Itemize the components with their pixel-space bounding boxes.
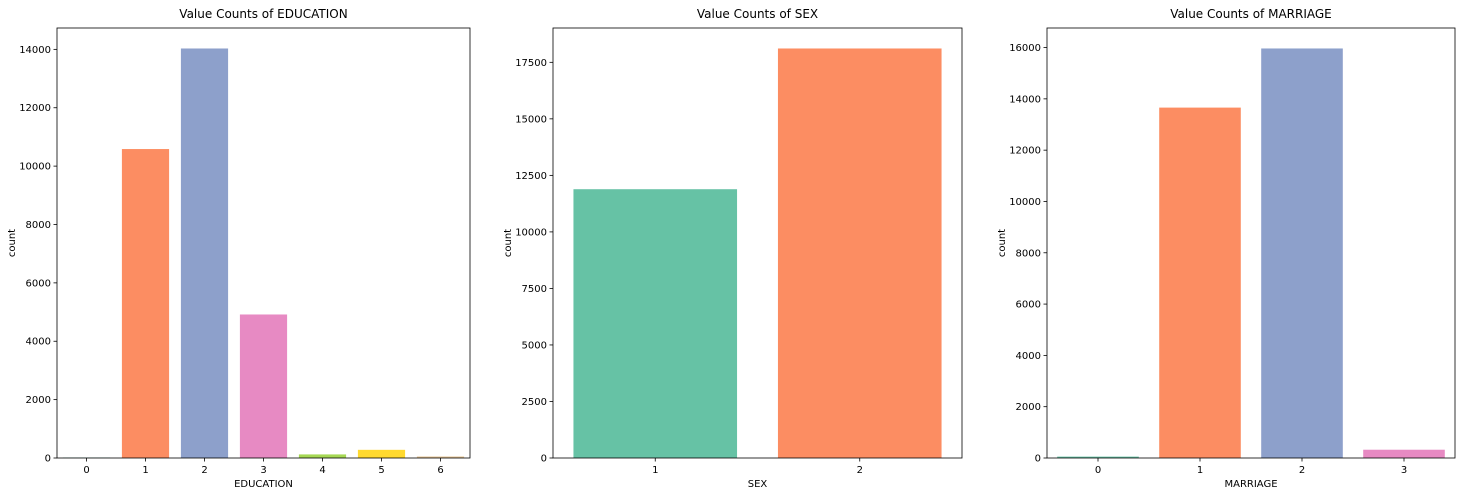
y-tick-label: 4000 (26, 337, 51, 348)
x-tick-label: 0 (1095, 465, 1101, 476)
y-tick-label: 6000 (26, 278, 51, 289)
x-tick-label: 5 (378, 465, 384, 476)
x-tick-label: 2 (857, 465, 863, 476)
y-tick-label: 0 (1035, 454, 1041, 465)
y-tick-label: 15000 (515, 114, 547, 125)
y-tick-label: 0 (541, 454, 547, 465)
y-tick-label: 14000 (19, 45, 51, 56)
y-tick-label: 10000 (1009, 197, 1041, 208)
y-tick-label: 2000 (26, 395, 51, 406)
y-tick-label: 0 (45, 454, 51, 465)
axes-frame (1046, 27, 1456, 459)
y-tick-label: 10000 (515, 227, 547, 238)
y-axis-label: count (997, 229, 1008, 257)
x-tick-label: 2 (1299, 465, 1305, 476)
chart-title: Value Counts of MARRIAGE (1170, 7, 1332, 21)
chart-panel-sex: 1 2 0 2500 5000 7500 10000 12500 15000 17500 Value… (503, 7, 963, 490)
x-axis-label: EDUCATION (234, 479, 293, 490)
chart-title: Value Counts of SEX (697, 7, 818, 21)
y-tick-label: 10000 (19, 162, 51, 173)
bar-education-2 (180, 48, 229, 459)
x-tick-label: 3 (1401, 465, 1407, 476)
bar-marriage-0 (1057, 456, 1139, 458)
y-tick-label: 7500 (522, 284, 547, 295)
x-tick-label: 3 (260, 465, 266, 476)
chart-panel-marriage: 0 1 2 3 0 2000 4000 6000 8000 10000 12000 14000 1600… (997, 7, 1456, 490)
y-tick-label: 2500 (522, 397, 547, 408)
y-tick-label: 16000 (1009, 43, 1041, 54)
x-tick-label: 1 (142, 465, 148, 476)
y-tick-label: 5000 (522, 340, 547, 351)
x-tick-label: 0 (83, 465, 89, 476)
y-tick-label: 6000 (1016, 300, 1041, 311)
bar-marriage-2 (1261, 48, 1343, 458)
y-tick-label: 12500 (515, 171, 547, 182)
x-tick-label: 4 (319, 465, 325, 476)
bar-marriage-3 (1363, 449, 1445, 458)
x-axis-label: MARRIAGE (1224, 479, 1277, 490)
bar-education-4 (298, 454, 347, 458)
x-tick-label: 6 (437, 465, 443, 476)
axes-frame (552, 27, 963, 459)
x-axis-label: SEX (748, 479, 768, 490)
x-tick-label: 2 (201, 465, 207, 476)
y-axis-label: count (7, 229, 18, 257)
bar-education-5 (357, 449, 406, 458)
bar-education-3 (239, 314, 288, 458)
bar-education-1 (121, 149, 170, 458)
y-tick-label: 14000 (1009, 94, 1041, 105)
y-tick-label: 4000 (1016, 351, 1041, 362)
y-tick-label: 17500 (515, 58, 547, 69)
bar-education-6 (416, 456, 465, 458)
y-axis-label: count (503, 229, 514, 257)
y-tick-label: 8000 (26, 220, 51, 231)
y-tick-label: 2000 (1016, 402, 1041, 413)
x-tick-label: 1 (652, 465, 658, 476)
y-tick-label: 8000 (1016, 248, 1041, 259)
bar-sex-2 (777, 48, 942, 458)
chart-panel-education: 0 1 2 3 4 5 6 0 2000 4000 6000 8000 10000 12000 14000 V… (7, 7, 471, 490)
y-tick-label: 12000 (19, 103, 51, 114)
bar-sex-1 (573, 189, 738, 458)
bar-marriage-1 (1159, 107, 1241, 458)
x-tick-label: 1 (1197, 465, 1203, 476)
y-tick-label: 12000 (1009, 146, 1041, 157)
chart-title: Value Counts of EDUCATION (179, 7, 347, 21)
